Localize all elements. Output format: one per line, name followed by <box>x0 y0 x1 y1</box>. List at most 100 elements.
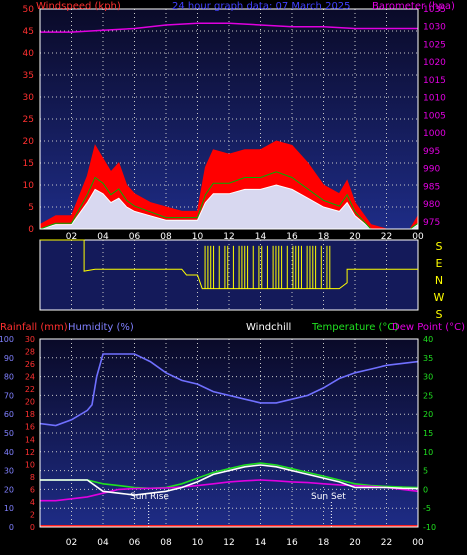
rainfall-y-tick-label: 0 <box>30 523 35 532</box>
wind-y-tick-label: 35 <box>23 71 34 81</box>
rainfall-y-tick-label: 28 <box>25 348 35 357</box>
wind-x-tick-label: 16 <box>286 232 298 242</box>
temp-y-tick-label: 20 <box>423 410 433 419</box>
direction-letter: N <box>435 274 443 287</box>
dew-point-line <box>40 479 419 502</box>
wind-y-tick-label: 20 <box>23 137 35 147</box>
direction-plot-area <box>39 239 419 311</box>
wind-x-tick-label: 22 <box>381 232 392 242</box>
dewpoint-legend: Dew Point (°C) <box>392 322 465 333</box>
barometer-axis-title: Barometer (hpa) <box>372 1 455 12</box>
windchill-legend: Windchill <box>246 322 291 333</box>
wind-y-tick-label: 30 <box>23 93 35 103</box>
temp-x-tick-label: 14 <box>255 538 267 548</box>
grid-layer <box>40 8 418 528</box>
wind-x-tick-label: 06 <box>129 232 141 242</box>
temp-y-tick-label: 35 <box>423 354 433 363</box>
baro-y-tick-label: 990 <box>423 165 440 175</box>
direction-letter: S <box>436 308 443 321</box>
humidity-y-tick-label: 90 <box>4 354 14 363</box>
wind-y-tick-label: 5 <box>28 203 34 213</box>
temp-x-tick-label: 00 <box>412 538 424 548</box>
temp-x-tick-label: 18 <box>318 538 330 548</box>
wind-y-tick-label: 15 <box>23 159 34 169</box>
humidity-y-tick-label: 40 <box>4 448 14 457</box>
windchill-line <box>40 464 419 496</box>
humidity-y-tick-label: 10 <box>4 504 14 513</box>
barometer-line <box>40 22 418 33</box>
temp-x-tick-label: 02 <box>66 538 77 548</box>
rainfall-y-tick-label: 26 <box>25 360 35 369</box>
baro-y-tick-label: 995 <box>423 147 440 157</box>
wind-average-line <box>39 171 419 230</box>
humidity-y-tick-label: 0 <box>9 523 14 532</box>
wind-y-tick-label: 45 <box>23 27 34 37</box>
temp-x-tick-label: 06 <box>129 538 141 548</box>
humidity-y-tick-label: 70 <box>4 391 14 400</box>
baro-y-tick-label: 1015 <box>423 76 446 86</box>
series-layer <box>39 22 419 527</box>
temp-y-tick-label: 15 <box>423 429 433 438</box>
temp-y-tick-label: 40 <box>423 335 433 344</box>
chart-date-title: 24 hour graph data: 07 March 2025 <box>172 1 351 12</box>
wind-x-tick-label: 00 <box>412 232 424 242</box>
rainfall-y-tick-label: 14 <box>25 435 35 444</box>
wind-y-tick-label: 40 <box>23 49 35 59</box>
wind-x-tick-label: 20 <box>349 232 361 242</box>
humidity-y-tick-label: 50 <box>4 429 14 438</box>
rainfall-y-tick-label: 24 <box>25 373 35 382</box>
temp-y-tick-label: -5 <box>423 504 431 513</box>
temp-y-tick-label: 10 <box>423 448 433 457</box>
wind-x-tick-label: 12 <box>223 232 234 242</box>
humidity-axis-title: Humidity (%) <box>68 322 134 333</box>
wind-y-tick-label: 10 <box>23 181 35 191</box>
rainfall-y-tick-label: 8 <box>30 473 35 482</box>
rainfall-y-tick-label: 10 <box>25 460 35 469</box>
rainfall-y-tick-label: 30 <box>25 335 35 344</box>
temp-y-tick-label: -10 <box>423 523 436 532</box>
wind-y-tick-label: 0 <box>28 225 34 235</box>
wind-y-tick-label: 25 <box>23 115 34 125</box>
temp-x-tick-label: 08 <box>160 538 172 548</box>
humidity-y-tick-label: 100 <box>0 335 14 344</box>
rainfall-axis-title: Rainfall (mm) <box>0 322 68 333</box>
baro-y-tick-label: 1000 <box>423 129 446 139</box>
wind-x-tick-label: 10 <box>192 232 204 242</box>
sun-rise-label: Sun Rise <box>130 492 169 502</box>
direction-letter: S <box>436 240 443 253</box>
temp-y-tick-label: 25 <box>423 391 433 400</box>
rainfall-y-tick-label: 4 <box>30 498 35 507</box>
wind-x-tick-label: 14 <box>255 232 267 242</box>
wind-x-tick-label: 08 <box>160 232 172 242</box>
humidity-y-tick-label: 30 <box>4 467 14 476</box>
rainfall-y-tick-label: 22 <box>25 385 35 394</box>
temp-y-tick-label: 30 <box>423 373 433 382</box>
temp-x-tick-label: 20 <box>349 538 361 548</box>
humidity-y-tick-label: 80 <box>4 373 14 382</box>
temp-y-tick-label: 5 <box>423 467 428 476</box>
humidity-y-tick-label: 20 <box>4 485 14 494</box>
direction-letter: W <box>434 291 445 304</box>
wind-x-tick-label: 18 <box>318 232 330 242</box>
windspeed-axis-title: Windspeed (kph) <box>36 1 121 12</box>
temp-x-tick-label: 12 <box>223 538 234 548</box>
baro-y-tick-label: 1035 <box>423 5 446 15</box>
direction-letter: E <box>436 257 443 270</box>
temp-x-tick-label: 04 <box>97 538 109 548</box>
baro-y-tick-label: 1010 <box>423 94 446 104</box>
humidity-line <box>39 353 419 427</box>
sun-set-label: Sun Set <box>311 492 346 502</box>
wind-y-tick-label: 50 <box>23 5 35 15</box>
temperature-line <box>40 462 419 490</box>
baro-y-tick-label: 1030 <box>423 23 446 33</box>
temp-panel-frame <box>39 338 419 528</box>
humidity-y-tick-label: 60 <box>4 410 14 419</box>
baro-y-tick-label: 975 <box>423 218 440 228</box>
direction-line <box>40 239 418 290</box>
temp-x-tick-label: 16 <box>286 538 298 548</box>
wind-x-tick-label: 04 <box>97 232 109 242</box>
temp-x-tick-label: 22 <box>381 538 392 548</box>
baro-y-tick-label: 985 <box>423 182 440 192</box>
